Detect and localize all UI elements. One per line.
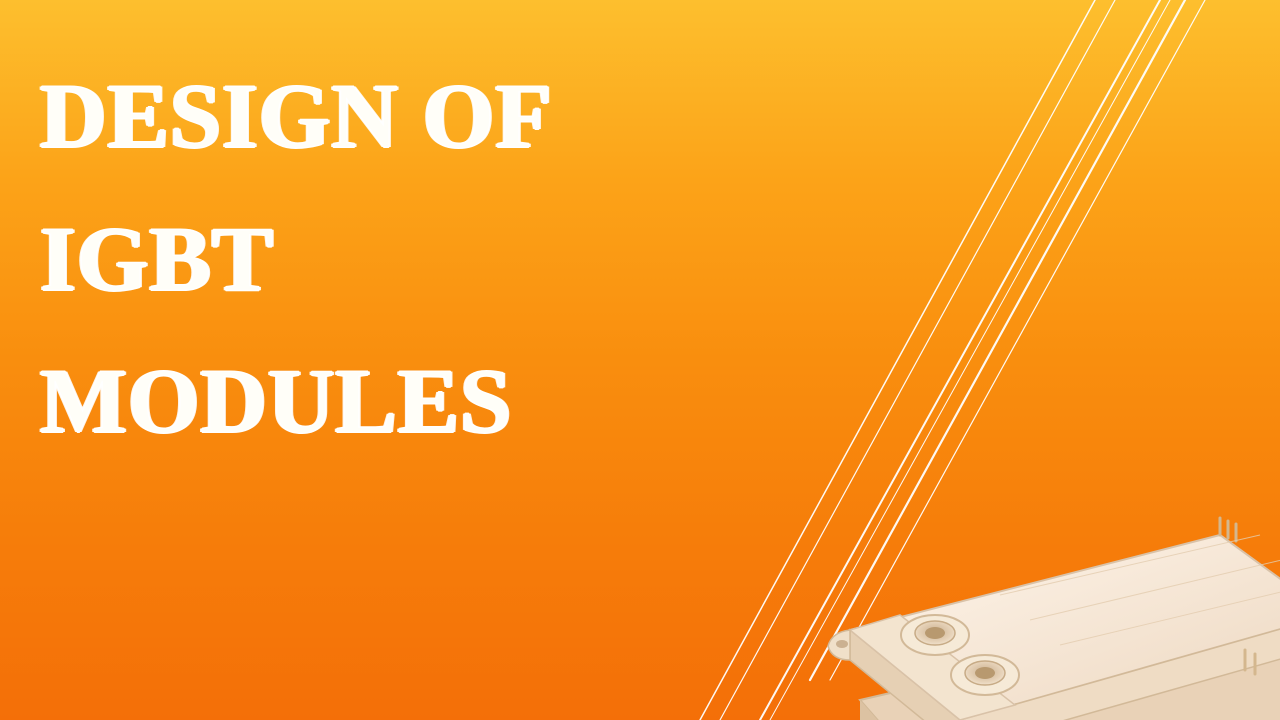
slide: Design of IGBT modules	[0, 0, 1280, 720]
slide-title: Design of IGBT modules	[40, 45, 553, 473]
title-line-3: modules	[40, 350, 512, 452]
title-line-1: Design of	[40, 65, 553, 167]
title-line-2: IGBT	[40, 208, 274, 310]
igbt-module-illustration	[790, 440, 1280, 720]
